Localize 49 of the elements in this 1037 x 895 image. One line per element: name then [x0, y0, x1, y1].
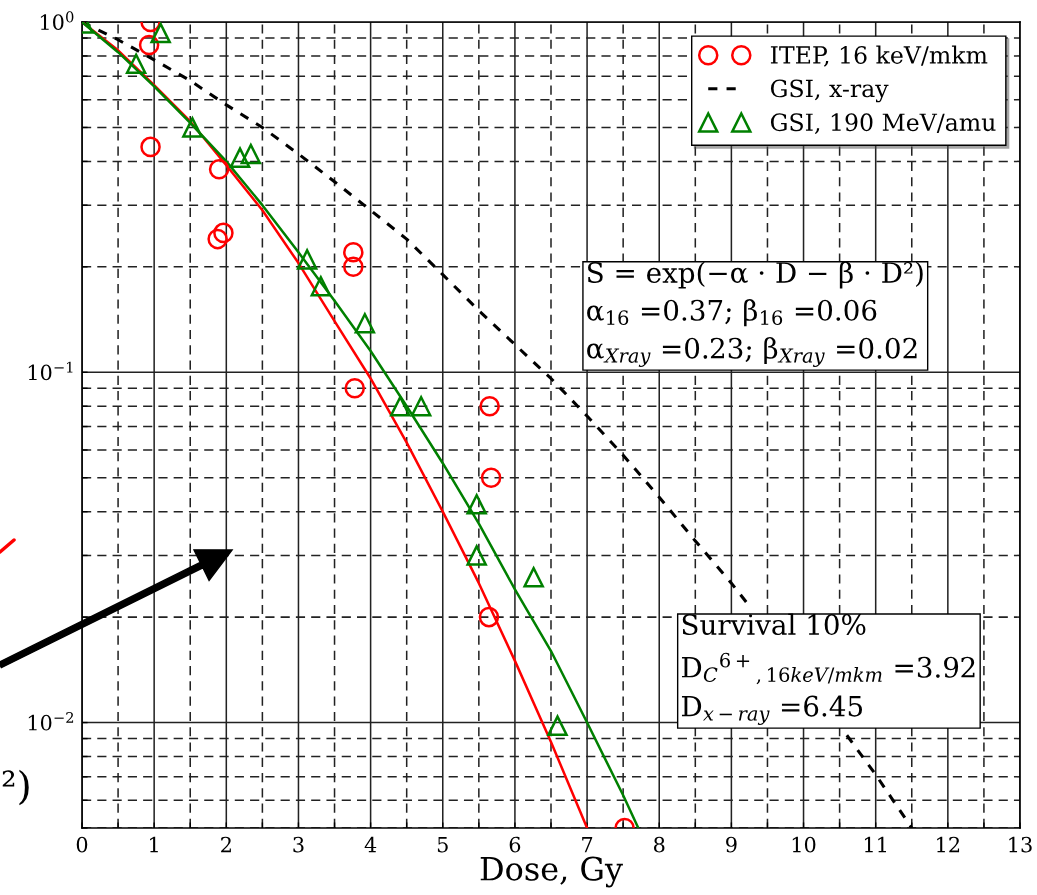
x-tick-label: 3	[293, 836, 304, 853]
point	[207, 228, 228, 250]
x-tick-label: 4	[364, 836, 377, 853]
point	[389, 395, 411, 417]
point	[343, 256, 364, 278]
y-tick-label: 10$^{0}$	[40, 11, 74, 31]
point	[466, 493, 487, 515]
point	[140, 136, 161, 158]
point	[125, 53, 147, 75]
point	[547, 715, 568, 736]
point	[213, 222, 234, 244]
x-tick-label: 1	[150, 836, 158, 853]
point	[410, 395, 432, 417]
x-tick-label: 7	[582, 836, 593, 853]
legend-label: GSI, x-ray	[770, 79, 889, 103]
point	[466, 545, 487, 566]
x-tick-label: 12	[937, 836, 960, 853]
point	[479, 395, 500, 417]
x-tick-label: 8	[654, 836, 665, 853]
x-axis-title: Dose, Gy	[480, 856, 623, 888]
text: Survival 10% D$_{C}$$^{6+}$$_{,16keV/mkm}$ =3.92 D$_{x−ray}$ =6.45	[681, 613, 975, 725]
text: ²)	[2, 769, 29, 806]
legend-label: ITEP, 16 keV/mkm	[770, 45, 988, 67]
point	[343, 242, 364, 263]
x-tick-label: 2	[221, 836, 231, 853]
x-tick-label: 13	[1009, 836, 1032, 853]
text: S = exp(−α · D − β · D²) α$_{16}$ =0.37; β$_{16}$ =0.06 α$_{Xray}$ =0.23; β$_{Xray}$ =0.02	[587, 261, 923, 367]
point	[344, 378, 366, 399]
legend-label: GSI, 190 MeV/amu	[770, 113, 996, 135]
point	[480, 467, 502, 488]
point	[138, 34, 160, 56]
point	[208, 158, 230, 180]
x-tick-label: 9	[726, 836, 737, 853]
point	[150, 22, 171, 44]
point	[296, 249, 318, 270]
x-tick-label: 6	[509, 836, 521, 853]
x-tick-label: 11	[864, 836, 886, 853]
x-tick-label: 5	[437, 836, 448, 853]
point	[240, 143, 262, 165]
y-tick-label: 10$^{−1}$	[28, 361, 73, 381]
point	[310, 276, 332, 297]
point	[523, 566, 544, 588]
point	[229, 147, 251, 168]
x-tick-label: 0	[76, 836, 88, 853]
y-tick-label: 10$^{−2}$	[28, 711, 74, 731]
point	[478, 606, 500, 628]
x-tick-label: 10	[792, 836, 816, 853]
point	[354, 313, 376, 334]
point	[182, 117, 203, 138]
